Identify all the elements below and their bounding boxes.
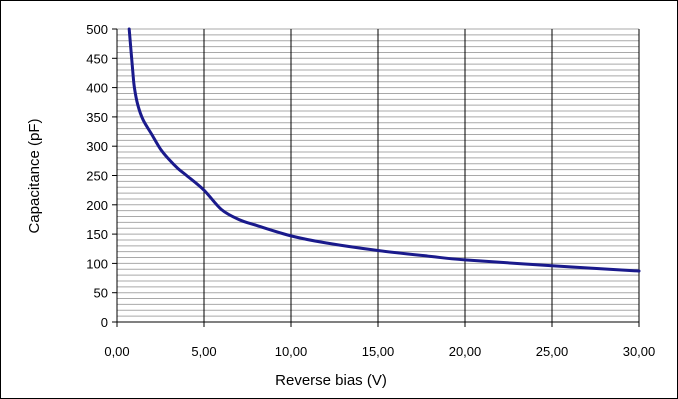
y-tick-labels: 0 50 100 150 200 250 300 350 400 450 500	[86, 22, 108, 330]
x-tick-labels: 0,00 5,00 10,00 15,00 20,00 25,00 30,00	[104, 344, 655, 359]
x-tick-label: 5,00	[191, 344, 216, 359]
y-tick-label: 100	[86, 256, 108, 271]
y-tick-label: 500	[86, 22, 108, 37]
y-tick-label: 300	[86, 139, 108, 154]
vertical-grid	[203, 29, 640, 322]
y-tick-label: 450	[86, 51, 108, 66]
y-tick-label: 150	[86, 227, 108, 242]
x-tick-label: 30,00	[623, 344, 656, 359]
y-tick-label: 400	[86, 81, 108, 96]
y-tick-label: 200	[86, 198, 108, 213]
y-tick-label: 0	[101, 315, 108, 330]
x-axis-title: Reverse bias (V)	[275, 372, 387, 389]
y-tick-label: 350	[86, 110, 108, 125]
y-tick-label: 250	[86, 169, 108, 184]
capacitance-curve	[127, 27, 641, 273]
axes	[112, 28, 640, 327]
y-tick-label: 50	[94, 286, 108, 301]
x-tick-label: 20,00	[449, 344, 482, 359]
y-axis-title: Capacitance (pF)	[26, 118, 43, 233]
series-layer	[127, 27, 641, 273]
x-tick-label: 15,00	[362, 344, 395, 359]
x-tick-label: 0,00	[104, 344, 129, 359]
x-tick-label: 25,00	[536, 344, 569, 359]
x-tick-label: 10,00	[275, 344, 308, 359]
